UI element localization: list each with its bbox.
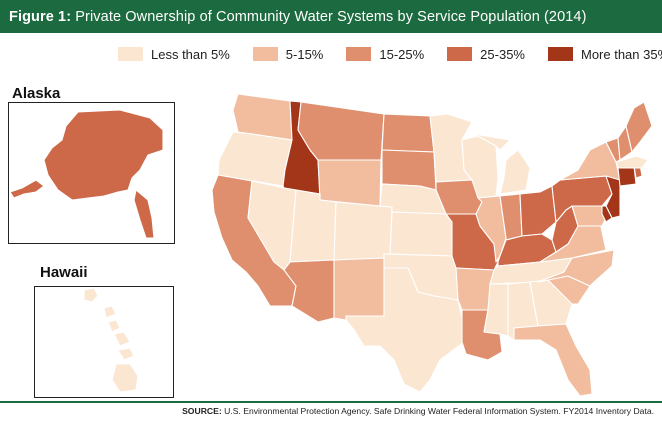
state-ND — [381, 113, 435, 153]
legend-swatch — [252, 47, 278, 61]
state-MA — [615, 155, 649, 169]
state-MD — [571, 205, 607, 227]
state-AK — [9, 109, 164, 239]
state-KS — [389, 211, 453, 257]
state-NC — [537, 249, 615, 287]
state-ME — [625, 101, 653, 153]
legend-label: 25-35% — [480, 46, 525, 62]
state-TX — [345, 267, 465, 393]
state-UT — [289, 189, 337, 263]
hawaii-label: Hawaii — [40, 264, 88, 281]
figure-label: Figure 1: — [9, 8, 72, 25]
alaska-label: Alaska — [12, 85, 61, 102]
legend-label: 15-25% — [379, 46, 425, 62]
hawaii-inset — [34, 286, 174, 398]
source-note: SOURCE: U.S. Environmental Protection Ag… — [182, 406, 654, 416]
legend-swatch — [547, 47, 573, 61]
state-WY — [317, 159, 382, 207]
legend-swatch — [118, 47, 143, 61]
state-OH — [519, 185, 557, 237]
figure-title: Figure 1: Private Ownership of Community… — [9, 9, 587, 25]
legend-label: 5-15% — [285, 46, 324, 62]
state-HI — [83, 287, 139, 393]
source-text: U.S. Environmental Protection Agency. Sa… — [224, 406, 654, 416]
figure-title-bar: Figure 1: Private Ownership of Community… — [0, 0, 662, 33]
legend-swatch — [346, 47, 372, 61]
legend-label: Less than 5% — [151, 46, 230, 62]
state-MT — [297, 101, 385, 161]
legend-item-25-35: 25-35% — [447, 47, 525, 62]
source-label: SOURCE: — [182, 406, 222, 416]
legend-item-15-25: 15-25% — [346, 47, 424, 62]
state-DE — [601, 205, 613, 223]
state-NM — [333, 257, 385, 321]
state-CO — [333, 201, 393, 261]
legend-item-5-15: 5-15% — [252, 46, 324, 62]
figure-title-text: Private Ownership of Community Water Sys… — [75, 8, 587, 25]
state-FL — [513, 323, 593, 397]
state-CT — [617, 165, 637, 187]
state-MI — [473, 133, 531, 195]
map-legend: Less than 5% 5-15% 15-25% 25-35% More th… — [118, 44, 662, 64]
legend-item-less-than-5: Less than 5% — [118, 47, 230, 62]
legend-label: More than 35% — [580, 46, 662, 62]
legend-item-more-than-35: More than 35% — [547, 46, 662, 62]
footer-divider — [0, 401, 662, 403]
legend-swatch — [447, 47, 473, 61]
